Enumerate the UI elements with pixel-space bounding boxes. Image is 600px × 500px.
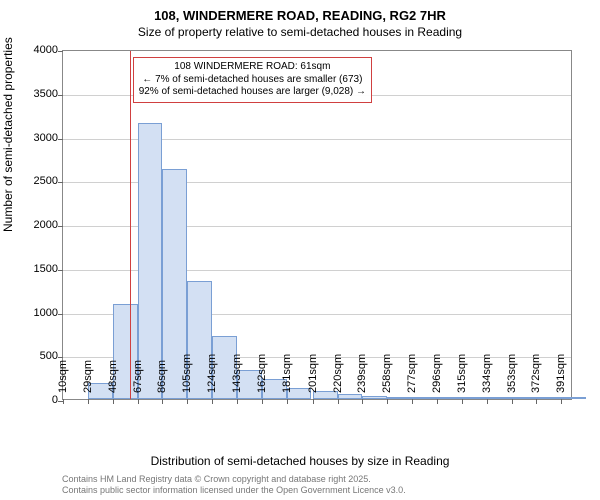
- xtick-mark: [536, 399, 537, 404]
- xtick-mark: [437, 399, 438, 404]
- ytick-label: 3000: [18, 132, 58, 144]
- ytick-mark: [58, 226, 63, 227]
- xtick-mark: [287, 399, 288, 404]
- footer-line-1: Contains HM Land Registry data © Crown c…: [62, 474, 406, 485]
- ytick-mark: [58, 357, 63, 358]
- xtick-label: 143sqm: [231, 354, 243, 393]
- xtick-label: 162sqm: [256, 354, 268, 393]
- xtick-label: 86sqm: [156, 360, 168, 393]
- ytick-label: 2500: [18, 175, 58, 187]
- ytick-label: 3500: [18, 88, 58, 100]
- ytick-label: 1500: [18, 263, 58, 275]
- xtick-mark: [237, 399, 238, 404]
- ytick-mark: [58, 95, 63, 96]
- xtick-mark: [113, 399, 114, 404]
- ytick-mark: [58, 51, 63, 52]
- ytick-label: 2000: [18, 219, 58, 231]
- xtick-mark: [338, 399, 339, 404]
- xtick-label: 48sqm: [107, 360, 119, 393]
- footer-line-2: Contains public sector information licen…: [62, 485, 406, 496]
- xtick-label: 181sqm: [281, 354, 293, 393]
- callout-line-2: ← 7% of semi-detached houses are smaller…: [139, 74, 366, 87]
- xtick-mark: [88, 399, 89, 404]
- ytick-mark: [58, 314, 63, 315]
- histogram-bar: [362, 396, 387, 400]
- x-axis-label: Distribution of semi-detached houses by …: [151, 454, 450, 468]
- xtick-mark: [362, 399, 363, 404]
- histogram-bar: [536, 397, 561, 399]
- xtick-label: 353sqm: [506, 354, 518, 393]
- y-axis-label: Number of semi-detached properties: [1, 37, 15, 232]
- xtick-mark: [462, 399, 463, 404]
- ytick-label: 500: [18, 350, 58, 362]
- xtick-label: 239sqm: [356, 354, 368, 393]
- xtick-mark: [487, 399, 488, 404]
- ytick-mark: [58, 182, 63, 183]
- xtick-mark: [212, 399, 213, 404]
- xtick-label: 277sqm: [406, 354, 418, 393]
- histogram-bar: [462, 397, 487, 399]
- ytick-mark: [58, 270, 63, 271]
- ytick-mark: [58, 139, 63, 140]
- histogram-bar: [138, 123, 163, 399]
- xtick-mark: [262, 399, 263, 404]
- xtick-label: 105sqm: [181, 354, 193, 393]
- xtick-label: 334sqm: [481, 354, 493, 393]
- xtick-label: 220sqm: [332, 354, 344, 393]
- chart-title: 108, WINDERMERE ROAD, READING, RG2 7HR: [0, 8, 600, 23]
- xtick-label: 296sqm: [431, 354, 443, 393]
- property-callout-box: 108 WINDERMERE ROAD: 61sqm ← 7% of semi-…: [133, 57, 372, 103]
- xtick-label: 67sqm: [132, 360, 144, 393]
- xtick-mark: [313, 399, 314, 404]
- xtick-mark: [162, 399, 163, 404]
- xtick-label: 124sqm: [206, 354, 218, 393]
- chart-plot-area: 10sqm29sqm48sqm67sqm86sqm105sqm124sqm143…: [62, 50, 572, 400]
- footer-attribution: Contains HM Land Registry data © Crown c…: [62, 474, 406, 496]
- histogram-bar: [487, 397, 512, 399]
- chart-subtitle: Size of property relative to semi-detach…: [0, 25, 600, 39]
- property-marker-line: [130, 51, 131, 399]
- histogram-bar: [412, 397, 437, 399]
- histogram-bar: [561, 397, 586, 399]
- xtick-mark: [512, 399, 513, 404]
- xtick-label: 201sqm: [307, 354, 319, 393]
- xtick-label: 258sqm: [381, 354, 393, 393]
- xtick-mark: [63, 399, 64, 404]
- ytick-label: 0: [18, 394, 58, 406]
- ytick-label: 4000: [18, 44, 58, 56]
- callout-line-1: 108 WINDERMERE ROAD: 61sqm: [139, 61, 366, 74]
- title-block: 108, WINDERMERE ROAD, READING, RG2 7HR S…: [0, 0, 600, 41]
- callout-line-3: 92% of semi-detached houses are larger (…: [139, 86, 366, 99]
- histogram-bar: [437, 397, 462, 399]
- xtick-label: 372sqm: [530, 354, 542, 393]
- ytick-label: 1000: [18, 307, 58, 319]
- xtick-mark: [412, 399, 413, 404]
- xtick-label: 315sqm: [456, 354, 468, 393]
- xtick-label: 29sqm: [82, 360, 94, 393]
- xtick-label: 391sqm: [555, 354, 567, 393]
- histogram-bar: [338, 394, 363, 399]
- histogram-bar: [512, 397, 537, 399]
- xtick-mark: [387, 399, 388, 404]
- xtick-label: 10sqm: [57, 360, 69, 393]
- xtick-mark: [138, 399, 139, 404]
- histogram-bar: [387, 397, 412, 399]
- xtick-mark: [561, 399, 562, 404]
- xtick-mark: [187, 399, 188, 404]
